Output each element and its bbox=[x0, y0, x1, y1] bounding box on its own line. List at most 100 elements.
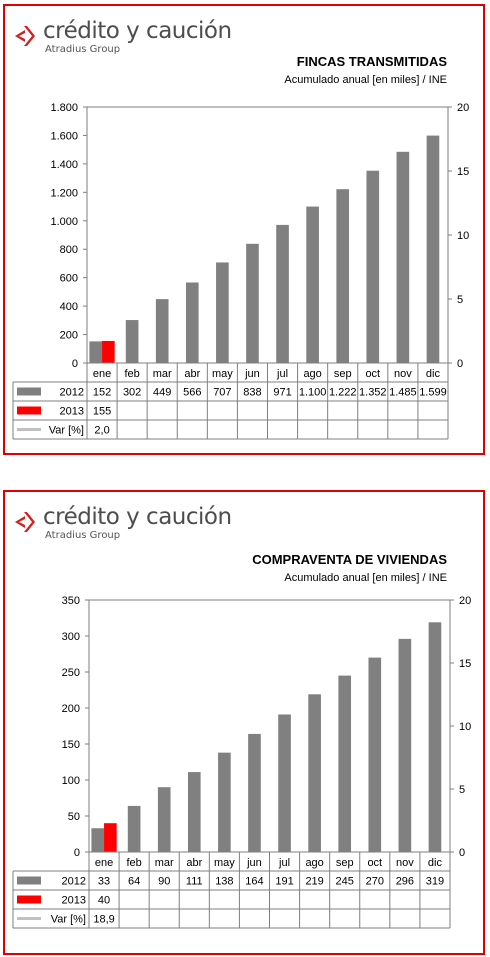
category-label: oct bbox=[365, 368, 380, 380]
bar-2012 bbox=[338, 675, 352, 852]
table-cell: 152 bbox=[93, 387, 111, 399]
chart-panel-fincas: crédito y caución Atradius Group FINCAS … bbox=[3, 4, 485, 455]
bar-2013 bbox=[104, 823, 117, 852]
bar-2012 bbox=[89, 341, 103, 363]
y-tick-label: 200 bbox=[62, 703, 80, 715]
y2-tick-label: 5 bbox=[459, 784, 465, 796]
category-label: ene bbox=[95, 857, 113, 869]
y-tick-label: 1.400 bbox=[50, 159, 78, 171]
y-tick-label: 150 bbox=[62, 739, 80, 751]
category-label: jul bbox=[278, 857, 290, 869]
bar-2012 bbox=[396, 151, 410, 363]
category-label: feb bbox=[124, 368, 139, 380]
legend-label: 2013 bbox=[60, 406, 84, 418]
bar-2012 bbox=[216, 262, 229, 363]
y2-tick-label: 20 bbox=[457, 102, 469, 114]
chart-title: COMPRAVENTA DE VIVIENDAS bbox=[252, 552, 447, 567]
y-tick-label: 100 bbox=[62, 775, 80, 787]
chart-title: FINCAS TRANSMITIDAS bbox=[296, 54, 447, 69]
table-cell: 18,9 bbox=[93, 914, 114, 926]
table-cell: 219 bbox=[305, 876, 323, 888]
legend-label: 2013 bbox=[62, 895, 86, 907]
category-label: mar bbox=[155, 857, 174, 869]
category-label: ene bbox=[93, 368, 111, 380]
bar-2013 bbox=[102, 340, 115, 363]
table-cell: 1.222 bbox=[329, 387, 357, 399]
table-cell: 1.485 bbox=[389, 387, 417, 399]
bar-2012 bbox=[306, 206, 319, 363]
category-label: may bbox=[214, 857, 235, 869]
y-tick-label: 0 bbox=[72, 358, 78, 370]
legend-label: 2012 bbox=[62, 876, 86, 888]
category-label: abr bbox=[184, 368, 200, 380]
table-cell: 138 bbox=[215, 876, 233, 888]
table-cell: 64 bbox=[128, 876, 140, 888]
table-cell: 838 bbox=[243, 387, 261, 399]
plot-area bbox=[86, 106, 449, 364]
bar-2012 bbox=[218, 752, 231, 852]
y-tick-label: 50 bbox=[68, 811, 80, 823]
table-cell: 566 bbox=[183, 387, 201, 399]
table-cell: 164 bbox=[245, 876, 263, 888]
category-label: jul bbox=[276, 368, 288, 380]
bar-chart: 0 50 100 150 200 250 300 350 0 5 10 15 20 ene feb mar ab… bbox=[12, 595, 471, 929]
table-cell: 1.352 bbox=[359, 387, 387, 399]
logo-brand: crédito y caución bbox=[43, 18, 232, 44]
bar-2012 bbox=[278, 714, 291, 852]
category-label: ago bbox=[305, 857, 323, 869]
bar-2012 bbox=[276, 224, 289, 363]
chart-subtitle: Acumulado anual [en miles] / INE bbox=[284, 74, 447, 86]
category-label: feb bbox=[126, 857, 141, 869]
category-label: dic bbox=[426, 368, 441, 380]
category-label: dic bbox=[428, 857, 443, 869]
legend-label: Var [%] bbox=[51, 914, 86, 926]
legend-label: 2012 bbox=[60, 387, 84, 399]
bar-2012 bbox=[428, 622, 442, 852]
category-label: jun bbox=[246, 857, 262, 869]
category-label: oct bbox=[367, 857, 382, 869]
legend-key bbox=[17, 387, 41, 396]
y-tick-label: 0 bbox=[74, 847, 80, 859]
y-tick-label: 800 bbox=[60, 244, 78, 256]
y-tick-label: 300 bbox=[62, 631, 80, 643]
bar-2012 bbox=[398, 638, 412, 852]
y-tick-label: 600 bbox=[60, 273, 78, 285]
table-cell: 111 bbox=[186, 876, 203, 888]
y2-tick-label: 15 bbox=[457, 166, 469, 178]
category-label: sep bbox=[334, 368, 352, 380]
bar-2012 bbox=[157, 787, 171, 852]
y2-tick-label: 5 bbox=[457, 294, 463, 306]
y-tick-label: 1.800 bbox=[50, 102, 78, 114]
y2-tick-label: 0 bbox=[459, 847, 465, 859]
logo-group: Atradius Group bbox=[45, 530, 121, 541]
table-cell: 296 bbox=[396, 876, 414, 888]
plot-area bbox=[88, 599, 451, 853]
y-tick-label: 350 bbox=[62, 595, 80, 607]
table-cell: 191 bbox=[275, 876, 293, 888]
bar-2012 bbox=[368, 657, 382, 852]
legend-label: Var [%] bbox=[49, 425, 84, 437]
category-label: may bbox=[212, 368, 233, 380]
legend-key bbox=[17, 406, 41, 415]
table-cell: 707 bbox=[213, 387, 231, 399]
chart-subtitle: Acumulado anual [en miles] / INE bbox=[284, 572, 447, 584]
y2-tick-label: 0 bbox=[457, 358, 463, 370]
table-cell: 40 bbox=[98, 895, 110, 907]
logo-mark-icon bbox=[15, 512, 35, 532]
bar-2012 bbox=[308, 694, 321, 852]
category-label: mar bbox=[153, 368, 172, 380]
y-tick-label: 1.000 bbox=[50, 216, 78, 228]
table-cell: 1.599 bbox=[419, 387, 447, 399]
table-cell: 302 bbox=[123, 387, 141, 399]
y-tick-label: 1.600 bbox=[50, 130, 78, 142]
chart-panel-compraventa: crédito y caución Atradius Group COMPRAV… bbox=[3, 490, 485, 955]
table-cell: 1.100 bbox=[299, 387, 327, 399]
logo-group: Atradius Group bbox=[45, 44, 121, 55]
bar-2012 bbox=[248, 733, 261, 852]
category-label: sep bbox=[336, 857, 354, 869]
category-label: nov bbox=[396, 857, 414, 869]
legend-key bbox=[17, 917, 41, 920]
bar-2012 bbox=[125, 320, 139, 363]
legend-key bbox=[17, 895, 41, 904]
bar-2012 bbox=[91, 828, 105, 852]
